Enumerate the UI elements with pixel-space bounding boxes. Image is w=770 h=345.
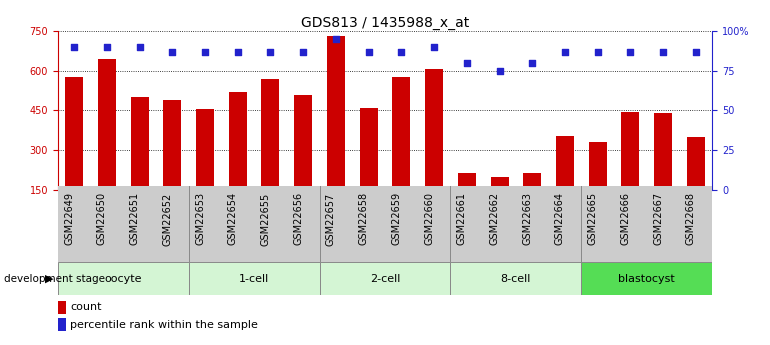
Point	[395, 49, 407, 55]
Text: GSM22655: GSM22655	[260, 193, 270, 246]
Point	[166, 49, 179, 55]
Point	[428, 44, 440, 50]
Point	[199, 49, 211, 55]
Bar	[131, 97, 149, 229]
FancyBboxPatch shape	[58, 262, 189, 295]
Bar	[229, 92, 246, 229]
Bar	[58, 301, 65, 314]
Text: ▶: ▶	[45, 274, 54, 284]
Point	[494, 68, 506, 73]
Bar	[490, 177, 508, 229]
Text: GSM22659: GSM22659	[391, 193, 401, 246]
Bar	[294, 95, 312, 229]
Bar	[687, 137, 705, 229]
Bar	[458, 172, 476, 229]
Bar	[556, 136, 574, 229]
Bar	[589, 142, 607, 229]
Text: GSM22649: GSM22649	[64, 193, 74, 245]
Text: percentile rank within the sample: percentile rank within the sample	[70, 320, 258, 329]
Point	[624, 49, 637, 55]
Text: GSM22653: GSM22653	[195, 193, 205, 246]
Text: GSM22652: GSM22652	[162, 193, 172, 246]
Text: GSM22668: GSM22668	[686, 193, 696, 245]
Text: GSM22650: GSM22650	[97, 193, 107, 246]
FancyBboxPatch shape	[450, 262, 581, 295]
Text: 1-cell: 1-cell	[239, 274, 270, 284]
Text: development stage: development stage	[4, 274, 105, 284]
Text: GSM22661: GSM22661	[457, 193, 467, 245]
Point	[690, 49, 702, 55]
Point	[526, 60, 538, 66]
Point	[133, 44, 146, 50]
Bar	[65, 77, 83, 229]
Text: GSM22666: GSM22666	[621, 193, 631, 245]
Point	[591, 49, 604, 55]
Text: oocyte: oocyte	[105, 274, 142, 284]
Point	[330, 36, 342, 42]
FancyBboxPatch shape	[189, 262, 320, 295]
Text: GSM22657: GSM22657	[326, 193, 336, 246]
Point	[657, 49, 669, 55]
Text: GSM22665: GSM22665	[588, 193, 598, 246]
Text: 2-cell: 2-cell	[370, 274, 400, 284]
Text: GSM22656: GSM22656	[293, 193, 303, 246]
Text: GSM22651: GSM22651	[129, 193, 139, 246]
Title: GDS813 / 1435988_x_at: GDS813 / 1435988_x_at	[301, 16, 469, 30]
Point	[101, 44, 113, 50]
Bar	[58, 318, 65, 331]
Bar	[393, 77, 410, 229]
Bar	[654, 113, 672, 229]
Bar	[425, 69, 443, 229]
Point	[559, 49, 571, 55]
Bar	[621, 112, 639, 229]
Bar	[524, 172, 541, 229]
Bar	[327, 36, 345, 229]
Bar	[98, 59, 116, 229]
Text: GSM22660: GSM22660	[424, 193, 434, 245]
Text: 8-cell: 8-cell	[500, 274, 531, 284]
Bar	[360, 108, 377, 229]
Bar	[262, 79, 280, 229]
Bar	[163, 100, 181, 229]
Bar	[196, 109, 214, 229]
Text: GSM22658: GSM22658	[359, 193, 369, 246]
Point	[460, 60, 473, 66]
Text: count: count	[70, 303, 102, 312]
Text: GSM22663: GSM22663	[522, 193, 532, 245]
Point	[232, 49, 244, 55]
Point	[68, 44, 80, 50]
FancyBboxPatch shape	[320, 262, 450, 295]
Text: GSM22667: GSM22667	[653, 193, 663, 246]
Point	[297, 49, 310, 55]
FancyBboxPatch shape	[581, 262, 712, 295]
Text: GSM22662: GSM22662	[490, 193, 500, 246]
Point	[363, 49, 375, 55]
Text: blastocyst: blastocyst	[618, 274, 675, 284]
Text: GSM22664: GSM22664	[555, 193, 565, 245]
Text: GSM22654: GSM22654	[228, 193, 238, 246]
Point	[264, 49, 276, 55]
